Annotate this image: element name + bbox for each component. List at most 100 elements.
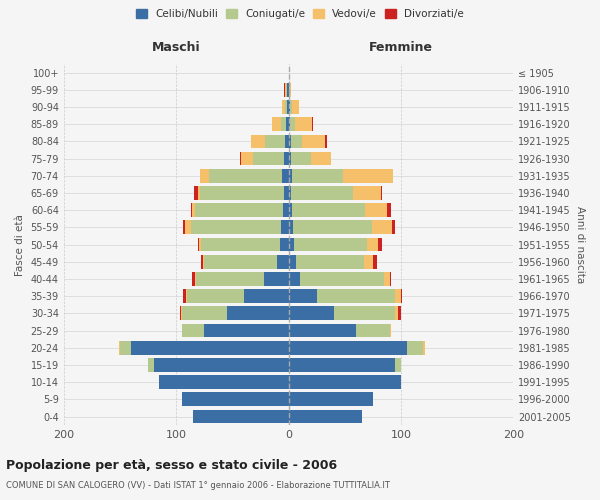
Bar: [289, 290, 317, 303]
Bar: [289, 324, 356, 338]
Bar: [192, 272, 195, 286]
Bar: [131, 341, 289, 354]
Bar: [388, 204, 391, 217]
Bar: [289, 341, 407, 354]
Bar: [334, 306, 395, 320]
Bar: [292, 204, 365, 217]
Bar: [325, 134, 327, 148]
Legend: Celibi/Nubili, Coniugati/e, Vedovi/e, Divorziati/e: Celibi/Nubili, Coniugati/e, Vedovi/e, Di…: [132, 5, 468, 24]
Bar: [292, 100, 299, 114]
Y-axis label: Anni di nascita: Anni di nascita: [575, 206, 585, 283]
Bar: [197, 186, 200, 200]
Bar: [285, 100, 287, 114]
Bar: [277, 255, 289, 268]
Bar: [289, 410, 362, 424]
Bar: [300, 272, 384, 286]
Bar: [280, 238, 289, 252]
Bar: [392, 220, 395, 234]
Bar: [289, 169, 292, 182]
Bar: [294, 238, 367, 252]
Bar: [191, 204, 192, 217]
Bar: [289, 186, 291, 200]
Bar: [291, 134, 302, 148]
Bar: [291, 152, 311, 166]
Bar: [289, 100, 290, 114]
Bar: [289, 152, 291, 166]
Bar: [356, 324, 390, 338]
Bar: [203, 255, 204, 268]
Bar: [407, 341, 424, 354]
Bar: [200, 186, 284, 200]
Bar: [160, 376, 289, 389]
Bar: [289, 376, 401, 389]
Bar: [120, 341, 131, 354]
Bar: [317, 290, 395, 303]
Bar: [289, 204, 292, 217]
Bar: [290, 118, 295, 131]
Bar: [289, 134, 291, 148]
Bar: [253, 152, 284, 166]
Bar: [311, 152, 331, 166]
Text: Maschi: Maschi: [152, 40, 200, 54]
Bar: [192, 204, 195, 217]
Bar: [195, 272, 196, 286]
Bar: [204, 255, 277, 268]
Bar: [381, 186, 382, 200]
Bar: [390, 324, 391, 338]
Text: COMUNE DI SAN CALOGERO (VV) - Dati ISTAT 1° gennaio 2006 - Elaborazione TUTTITAL: COMUNE DI SAN CALOGERO (VV) - Dati ISTAT…: [6, 481, 390, 490]
Bar: [289, 272, 300, 286]
Bar: [424, 341, 425, 354]
Bar: [195, 204, 283, 217]
Bar: [401, 290, 402, 303]
Bar: [296, 255, 364, 268]
Bar: [289, 255, 296, 268]
Text: Popolazione per età, sesso e stato civile - 2006: Popolazione per età, sesso e stato civil…: [6, 460, 337, 472]
Bar: [185, 220, 191, 234]
Bar: [289, 358, 395, 372]
Bar: [289, 392, 373, 406]
Bar: [395, 358, 401, 372]
Bar: [199, 238, 201, 252]
Bar: [395, 290, 401, 303]
Bar: [182, 306, 227, 320]
Bar: [204, 324, 289, 338]
Bar: [390, 272, 391, 286]
Bar: [181, 306, 182, 320]
Bar: [365, 204, 388, 217]
Bar: [289, 83, 290, 96]
Bar: [148, 358, 154, 372]
Bar: [295, 118, 312, 131]
Bar: [284, 186, 289, 200]
Bar: [290, 100, 292, 114]
Bar: [286, 83, 287, 96]
Bar: [364, 255, 373, 268]
Bar: [244, 290, 289, 303]
Bar: [272, 118, 281, 131]
Bar: [200, 169, 209, 182]
Bar: [119, 341, 120, 354]
Bar: [284, 83, 285, 96]
Bar: [291, 186, 353, 200]
Bar: [179, 306, 181, 320]
Bar: [183, 220, 185, 234]
Bar: [283, 204, 289, 217]
Bar: [281, 118, 286, 131]
Bar: [343, 169, 393, 182]
Bar: [398, 306, 401, 320]
Bar: [302, 134, 325, 148]
Bar: [154, 358, 289, 372]
Bar: [367, 238, 379, 252]
Bar: [227, 306, 289, 320]
Bar: [293, 220, 372, 234]
Bar: [182, 324, 204, 338]
Bar: [196, 272, 264, 286]
Bar: [289, 220, 293, 234]
Bar: [193, 410, 289, 424]
Bar: [289, 118, 290, 131]
Bar: [287, 83, 289, 96]
Bar: [290, 83, 291, 96]
Bar: [384, 272, 390, 286]
Bar: [282, 169, 289, 182]
Text: Femmine: Femmine: [369, 40, 433, 54]
Bar: [240, 152, 241, 166]
